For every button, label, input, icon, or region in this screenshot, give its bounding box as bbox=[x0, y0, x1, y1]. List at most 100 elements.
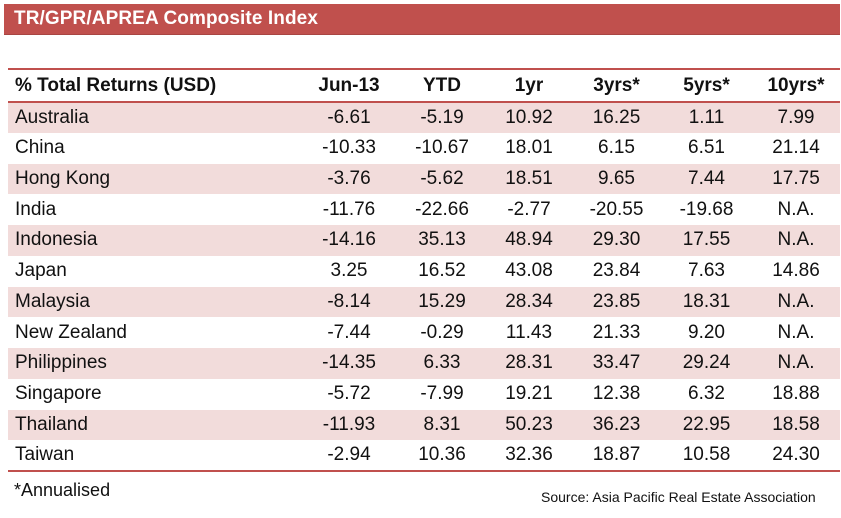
return-value-cell: -5.19 bbox=[420, 106, 464, 128]
table-row: China -10.33 -10.67 18.01 6.15 6.51 21.14 bbox=[8, 133, 840, 164]
table-row: India -11.76 -22.66 -2.77 -20.55 -19.68 N.A. bbox=[8, 194, 840, 225]
table-row: Japan 3.25 16.52 43.08 23.84 7.63 14.86 bbox=[8, 256, 840, 287]
return-value-cell: N.A. bbox=[777, 321, 815, 343]
table-row: Philippines -14.35 6.33 28.31 33.47 29.24 N.A. bbox=[8, 348, 840, 379]
return-value-cell: 50.23 bbox=[505, 413, 553, 435]
title-bar: TR/GPR/APREA Composite Index bbox=[4, 4, 840, 35]
market-name-cell: Indonesia bbox=[15, 229, 98, 251]
return-value-cell: N.A. bbox=[777, 352, 815, 374]
return-value-cell: 28.31 bbox=[505, 352, 553, 374]
return-value-cell: -19.68 bbox=[679, 198, 734, 220]
return-value-cell: -8.14 bbox=[327, 290, 371, 312]
return-value-cell: 11.43 bbox=[505, 321, 553, 343]
market-name-cell: Malaysia bbox=[15, 290, 90, 312]
return-value-cell: -14.16 bbox=[322, 229, 376, 251]
return-value-cell: 22.95 bbox=[682, 413, 731, 435]
return-value-cell: 1.11 bbox=[688, 106, 725, 128]
return-value-cell: 21.14 bbox=[772, 137, 820, 159]
return-value-cell: 32.36 bbox=[486, 440, 572, 472]
return-value-cell: N.A. bbox=[777, 198, 815, 220]
return-value-cell: 18.51 bbox=[505, 167, 553, 189]
market-name-cell: China bbox=[15, 137, 65, 159]
table-body: Australia -6.61 -5.19 10.92 16.25 1.11 7.99 Chi… bbox=[8, 102, 840, 472]
source-note: Source: Asia Pacific Real Estate Associa… bbox=[541, 489, 816, 505]
return-value-cell: 14.86 bbox=[772, 260, 820, 282]
column-header-market: % Total Returns (USD) bbox=[8, 68, 300, 103]
return-value-cell: 33.47 bbox=[592, 352, 641, 374]
return-value-cell: 3.25 bbox=[330, 260, 368, 282]
return-value-cell: N.A. bbox=[777, 229, 815, 251]
return-value-cell: 8.31 bbox=[423, 413, 461, 435]
column-header-1yr: 1yr bbox=[486, 68, 572, 103]
return-value-cell: 10.36 bbox=[398, 440, 486, 472]
column-header-ytd: YTD bbox=[398, 68, 486, 103]
page-title: TR/GPR/APREA Composite Index bbox=[14, 8, 319, 29]
return-value-cell: -10.33 bbox=[322, 137, 376, 159]
return-value-cell: -0.29 bbox=[420, 321, 464, 343]
return-value-cell: 17.75 bbox=[772, 167, 820, 189]
return-value-cell: -20.55 bbox=[589, 198, 644, 220]
return-value-cell: 48.94 bbox=[505, 229, 553, 251]
return-value-cell: -7.99 bbox=[420, 383, 464, 405]
return-value-cell: 7.99 bbox=[777, 106, 815, 128]
return-value-cell: 6.51 bbox=[688, 137, 725, 159]
return-value-cell: -11.76 bbox=[322, 198, 376, 220]
table-row: Hong Kong -3.76 -5.62 18.51 9.65 7.44 17.75 bbox=[8, 163, 840, 195]
return-value-cell: 12.38 bbox=[592, 383, 641, 405]
market-name-cell: Philippines bbox=[15, 352, 107, 374]
table-row: Indonesia -14.16 35.13 48.94 29.30 17.55 N.A. bbox=[8, 225, 840, 256]
table-row: Malaysia -8.14 15.29 28.34 23.85 18.31 N.A. bbox=[8, 286, 840, 318]
return-value-cell: 18.01 bbox=[505, 137, 553, 159]
return-value-cell: -5.72 bbox=[327, 383, 371, 405]
return-value-cell: 29.24 bbox=[682, 352, 731, 374]
table-row: Singapore -5.72 -7.99 19.21 12.38 6.32 18.88 bbox=[8, 379, 840, 410]
return-value-cell: 15.29 bbox=[418, 290, 466, 312]
return-value-cell: 17.55 bbox=[682, 229, 731, 251]
return-value-cell: -7.44 bbox=[327, 321, 371, 343]
return-value-cell: 35.13 bbox=[418, 229, 466, 251]
return-value-cell: -14.35 bbox=[322, 352, 376, 374]
return-value-cell: 6.33 bbox=[423, 352, 461, 374]
header-row: % Total Returns (USD) Jun-13 YTD 1yr 3yr… bbox=[8, 68, 840, 103]
return-value-cell: 28.34 bbox=[505, 290, 553, 312]
market-name-cell: Thailand bbox=[15, 413, 88, 435]
return-value-cell: 6.32 bbox=[688, 383, 725, 405]
table-row: Thailand -11.93 8.31 50.23 36.23 22.95 18.58 bbox=[8, 409, 840, 441]
market-name-cell: India bbox=[15, 198, 57, 220]
column-header-10yrs: 10yrs* bbox=[752, 68, 840, 103]
return-value-cell: 18.31 bbox=[682, 290, 731, 312]
column-header-3yrs: 3yrs* bbox=[572, 68, 661, 103]
return-value-cell: 21.33 bbox=[592, 321, 641, 343]
return-value-cell: 9.65 bbox=[598, 167, 635, 189]
market-name-cell: Australia bbox=[15, 106, 89, 128]
table-row: New Zealand -7.44 -0.29 11.43 21.33 9.20 N.A. bbox=[8, 317, 840, 348]
return-value-cell: -11.93 bbox=[322, 413, 376, 435]
column-header-5yrs: 5yrs* bbox=[661, 68, 752, 103]
return-value-cell: 18.58 bbox=[772, 413, 820, 435]
return-value-cell: 18.88 bbox=[772, 383, 820, 405]
return-value-cell: 24.30 bbox=[752, 440, 840, 472]
return-value-cell: 16.25 bbox=[592, 106, 641, 128]
return-value-cell: -22.66 bbox=[415, 198, 469, 220]
return-value-cell: 23.84 bbox=[592, 260, 641, 282]
market-name-cell: New Zealand bbox=[15, 321, 127, 343]
return-value-cell: -6.61 bbox=[327, 106, 371, 128]
table-row: Taiwan -2.94 10.36 32.36 18.87 10.58 24.30 bbox=[8, 440, 840, 472]
footnote: *Annualised bbox=[14, 480, 111, 500]
column-header-jun13: Jun-13 bbox=[300, 68, 398, 103]
return-value-cell: -2.77 bbox=[507, 198, 551, 220]
return-value-cell: 16.52 bbox=[418, 260, 466, 282]
market-name-cell: Japan bbox=[15, 260, 67, 282]
return-value-cell: 6.15 bbox=[598, 137, 635, 159]
return-value-cell: 36.23 bbox=[592, 413, 641, 435]
table-row: Australia -6.61 -5.19 10.92 16.25 1.11 7.99 bbox=[8, 102, 840, 133]
return-value-cell: 43.08 bbox=[505, 260, 553, 282]
return-value-cell: 7.44 bbox=[688, 167, 725, 189]
return-value-cell: 23.85 bbox=[592, 290, 641, 312]
return-value-cell: -5.62 bbox=[420, 167, 464, 189]
return-value-cell: 18.87 bbox=[572, 440, 661, 472]
return-value-cell: 29.30 bbox=[592, 229, 641, 251]
return-value-cell: -10.67 bbox=[415, 137, 469, 159]
return-value-cell: -3.76 bbox=[327, 167, 371, 189]
return-value-cell: 9.20 bbox=[688, 321, 725, 343]
